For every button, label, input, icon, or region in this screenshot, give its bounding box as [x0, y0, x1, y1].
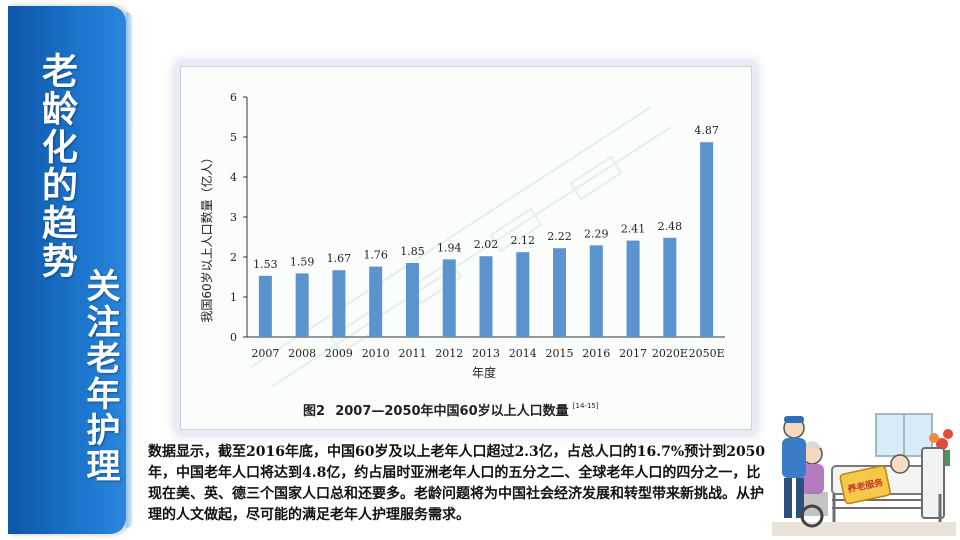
bar	[626, 240, 640, 337]
data-label: 2.22	[547, 230, 572, 243]
data-label: 2.02	[474, 238, 499, 251]
x-tick-label: 2008	[288, 347, 316, 360]
data-label: 1.59	[290, 255, 315, 268]
x-axis-label: 年度	[472, 365, 496, 380]
y-tick-label: 1	[230, 291, 237, 304]
x-tick-label: 2015	[546, 347, 574, 360]
bar	[369, 266, 383, 337]
data-label: 4.87	[694, 124, 719, 137]
y-tick-label: 3	[230, 211, 237, 224]
data-label: 1.67	[327, 252, 352, 265]
x-tick-label: 2014	[509, 347, 537, 360]
bar	[516, 252, 530, 337]
data-label: 1.53	[253, 258, 278, 271]
side-title: 老龄化的趋势	[36, 52, 77, 280]
x-tick-label: 2017	[619, 347, 647, 360]
bar	[663, 237, 677, 337]
bar	[479, 256, 493, 337]
chart-figure-label: 图2	[303, 404, 325, 419]
description-text: 数据显示，截至2016年底，中国60岁及以上老年人口超过2.3亿，占总人口的16…	[148, 444, 766, 523]
svg-text:图2 2007—2050年中国60岁以上人口数量: 图2 2007—2050年中国60岁以上人口数量 [14-15]	[303, 402, 599, 419]
y-tick-label: 2	[230, 251, 237, 264]
bar	[295, 273, 309, 337]
elderly-care-illustration: 养老服务	[772, 404, 956, 536]
y-tick-label: 5	[230, 131, 237, 144]
bar-chart: 0 1 2 3 4 5 6 1.53 2007 1.59 2008 1.67 2009 1.76 2010…	[199, 91, 725, 419]
side-subtitle: 关注老年护理	[80, 268, 120, 484]
y-axis-label: 我国60岁以上人口数量（亿人）	[199, 151, 214, 322]
bar	[405, 263, 419, 337]
x-tick-label: 2007	[251, 347, 279, 360]
chart-title-ref: [14-15]	[573, 402, 599, 410]
x-tick-label: 2012	[435, 347, 463, 360]
data-label: 2.41	[621, 223, 646, 236]
data-label: 1.85	[400, 245, 425, 258]
chart-title: 2007—2050年中国60岁以上人口数量	[335, 403, 568, 419]
x-tick-label: 2016	[582, 347, 610, 360]
data-label: 2.29	[584, 227, 609, 240]
x-tick-label: 2020E	[652, 347, 688, 360]
side-panel: 老龄化的趋势 关注老年护理	[8, 6, 132, 534]
bar	[258, 275, 272, 337]
bar	[589, 245, 603, 337]
x-tick-label: 2010	[362, 347, 390, 360]
x-tick-label: 2050E	[689, 347, 725, 360]
data-label: 1.76	[363, 249, 388, 262]
bar	[332, 270, 346, 337]
y-tick-label: 6	[230, 91, 237, 104]
bar	[700, 142, 714, 337]
data-label: 1.94	[437, 241, 462, 254]
data-label: 2.12	[511, 234, 536, 247]
y-tick-label: 0	[230, 331, 237, 344]
bar	[442, 259, 456, 337]
x-tick-label: 2013	[472, 347, 500, 360]
x-tick-label: 2009	[325, 347, 353, 360]
chart-card: 0 1 2 3 4 5 6 1.53 2007 1.59 2008 1.67 2009 1.76 2010…	[180, 66, 752, 430]
x-tick-label: 2011	[398, 347, 426, 360]
watermark	[250, 106, 672, 388]
bar	[553, 248, 567, 337]
y-tick-label: 4	[230, 171, 237, 184]
data-label: 2.48	[658, 220, 683, 233]
